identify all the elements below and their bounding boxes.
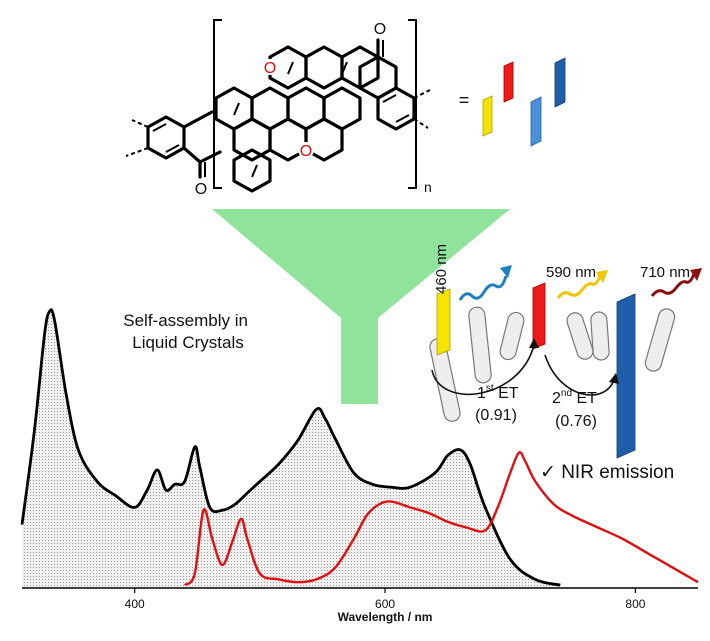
first-et-value: (0.91) [475, 407, 517, 424]
x-tick-label-600: 600 [375, 597, 395, 611]
spectrum-chart: 400 600 800 Wavelength / nm [20, 308, 699, 624]
nir-emission-label: ✓ NIR emission [540, 462, 674, 483]
funnel-shape [212, 209, 510, 404]
core-ring-10 [340, 45, 380, 90]
core-ring-3 [232, 117, 272, 162]
second-et-value: (0.76) [555, 413, 597, 430]
core-ring-8 [304, 45, 344, 90]
left-chain-end-top [131, 119, 149, 128]
emission-wave-460 [458, 265, 512, 301]
wavelength-460-label: 460 nm [433, 244, 450, 294]
right-benzene-ring [376, 86, 416, 131]
chromophore-bars-legend [482, 57, 566, 147]
assembly-yellow-bar [436, 288, 451, 356]
x-axis-title: Wavelength / nm [338, 610, 433, 624]
right-bracket [408, 19, 417, 189]
second-et-arrow [544, 354, 615, 396]
dark-blue-bar [554, 57, 566, 108]
light-blue-bar [530, 96, 542, 147]
series-1-line [20, 308, 561, 587]
assembly-dark-blue-bar [616, 293, 636, 459]
first-et-arrow [431, 344, 535, 396]
ring-oxygen-top: O [264, 60, 276, 77]
core-ring-11 [232, 148, 272, 193]
polymer-structure: O O O O n [125, 19, 432, 198]
emission-wave-710 [650, 268, 702, 297]
core-ring-9 [322, 86, 362, 131]
series-1-fill [22, 309, 561, 588]
red-bar [503, 61, 514, 103]
series-2-line [183, 451, 699, 587]
self-assembly-label: Self-assembly in Liquid Crystals [123, 311, 252, 352]
self-assembly-line-2: Liquid Crystals [132, 333, 244, 352]
left-chain-end-bottom [125, 147, 149, 157]
liquid-crystal-cylinders [429, 306, 676, 422]
self-assembly-line-1: Self-assembly in [123, 311, 248, 330]
assembly-red-bar [532, 282, 546, 350]
emission-wave-590 [556, 270, 608, 299]
wavelength-590-label: 590 nm [546, 264, 596, 281]
ring-oxygen-bottom: O [300, 143, 312, 160]
yellow-bar [482, 95, 493, 137]
second-et-label: 2nd ET [552, 388, 597, 407]
first-et-label: 1st ET [477, 383, 519, 402]
equals-sign: = [459, 90, 470, 110]
top-carbonyl-oxygen: O [374, 21, 386, 38]
x-tick-label-800: 800 [625, 597, 645, 611]
x-tick-label-400: 400 [125, 597, 145, 611]
left-bracket [213, 19, 222, 189]
left-carbonyl-oxygen: O [195, 181, 207, 198]
wavelength-710-label: 710 nm [640, 264, 690, 281]
repeat-unit-subscript: n [424, 179, 432, 195]
